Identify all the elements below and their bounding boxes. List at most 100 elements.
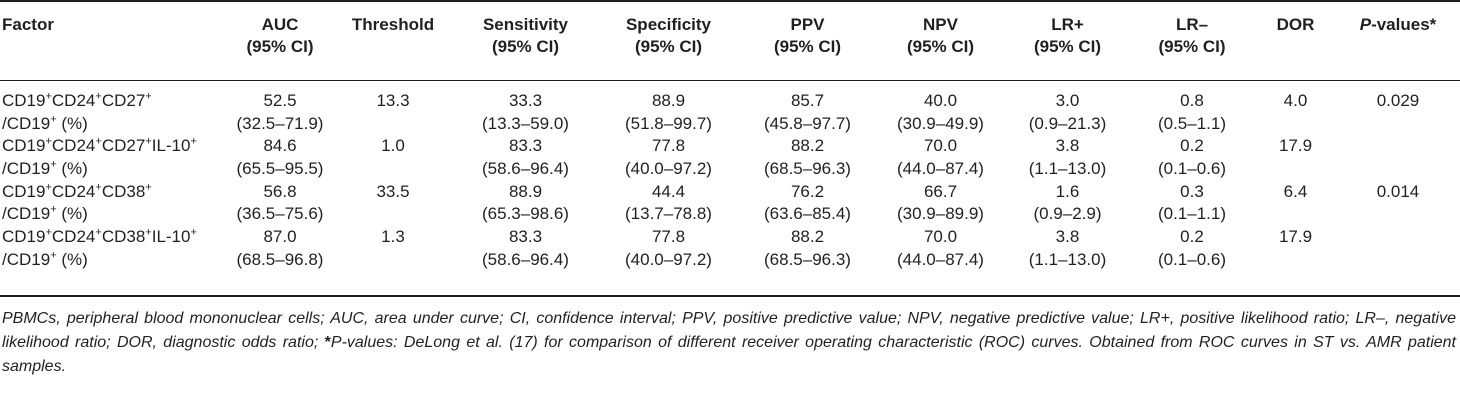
- cell-ppv_ci: (45.8–97.7): [764, 113, 851, 133]
- factor-text: IL-10: [151, 227, 191, 247]
- factor-superscript: +: [45, 135, 52, 148]
- factor-superscript: +: [45, 90, 52, 103]
- col-header-ppv: PPV (95% CI): [773, 15, 842, 56]
- bottom-rule: [0, 295, 1460, 297]
- cell-ppv: 76.2: [790, 181, 825, 201]
- factor-superscript: +: [95, 90, 102, 103]
- factor-text: (%): [56, 249, 88, 269]
- table-row-ci: /CD19+ (%) (36.5–75.6) (65.3–98.6) (13.7–78…: [0, 203, 1460, 226]
- cell-npv_ci: (44.0–87.4): [897, 159, 984, 179]
- cell-lrp: 3.8: [1055, 136, 1080, 156]
- cell-ppv_ci: (63.6–85.4): [764, 204, 851, 224]
- cell-empty: [1336, 249, 1460, 272]
- cell-npv_ci: (30.9–89.9): [897, 204, 984, 224]
- factor-text: CD38: [101, 227, 146, 247]
- cell-lrn: 0.2: [1180, 227, 1204, 247]
- factor-superscript: +: [190, 226, 197, 239]
- cell-lrp_ci: (1.1–13.0): [1028, 249, 1107, 269]
- cell-lrp: 3.0: [1055, 91, 1080, 110]
- cell-ppv: 85.7: [790, 91, 825, 110]
- table-row-ci: /CD19+ (%) (68.5–96.8) (58.6–96.4) (40.0–97…: [0, 249, 1460, 272]
- cell-spec: 77.8: [651, 227, 686, 247]
- cell-sens_ci: (58.6–96.4): [482, 249, 569, 269]
- cell-empty: [1336, 158, 1460, 181]
- factor-text: CD19: [2, 227, 46, 247]
- col-header-threshold: Threshold: [351, 15, 435, 34]
- cell-lrp_ci: (0.9–21.3): [1028, 113, 1107, 133]
- cell-empty: [1255, 203, 1336, 226]
- cell-empty: [1255, 158, 1336, 181]
- cell-auc: 52.5: [263, 91, 297, 110]
- cell-spec_ci: (51.8–99.7): [625, 113, 712, 133]
- cell-auc: 87.0: [263, 227, 297, 247]
- cell-auc: 56.8: [263, 181, 297, 201]
- cell-ppv: 88.2: [790, 227, 825, 247]
- cell-npv: 66.7: [923, 181, 958, 201]
- factor-superscript: +: [50, 158, 57, 171]
- cell-auc_ci: (68.5–96.8): [236, 249, 324, 269]
- factor-text: CD24: [51, 136, 96, 156]
- factor-cell-line2: /CD19+ (%): [0, 203, 228, 226]
- cell-dor: 17.9: [1278, 136, 1313, 156]
- cell-sens_ci: (65.3–98.6): [482, 204, 569, 224]
- cell-p: [1336, 226, 1460, 249]
- cell-npv_ci: (44.0–87.4): [897, 249, 984, 269]
- table-row-ci: /CD19+ (%) (32.5–71.9) (13.3–59.0) (51.8–99…: [0, 113, 1460, 136]
- cell-auc_ci: (32.5–71.9): [236, 113, 324, 133]
- factor-superscript: +: [145, 135, 152, 148]
- cell-dor: 6.4: [1283, 181, 1308, 201]
- factor-text: IL-10: [151, 136, 191, 156]
- cell-ppv_ci: (68.5–96.3): [764, 249, 851, 269]
- cell-npv: 70.0: [923, 227, 958, 247]
- cell-lrn_ci: (0.1–1.1): [1157, 204, 1227, 224]
- factor-superscript: +: [190, 135, 197, 148]
- factor-cell-line2: /CD19+ (%): [0, 113, 228, 136]
- cell-lrn_ci: (0.1–0.6): [1157, 249, 1227, 269]
- cell-sens_ci: (13.3–59.0): [482, 113, 569, 133]
- cell-npv: 40.0: [923, 91, 958, 110]
- factor-superscript: +: [145, 226, 152, 239]
- col-header-npv: NPV (95% CI): [906, 15, 975, 56]
- cell-lrp_ci: (0.9–2.9): [1033, 204, 1102, 224]
- cell-spec_ci: (40.0–97.2): [625, 249, 712, 269]
- factor-text: CD38: [101, 181, 146, 201]
- cell-npv_ci: (30.9–49.9): [897, 113, 984, 133]
- table-row: CD19+CD24+CD38+ 56.8 33.5 88.9 44.4 76.2 66.7 1…: [0, 181, 1460, 204]
- factor-superscript: +: [95, 181, 102, 194]
- col-header-sensitivity: Sensitivity (95% CI): [482, 15, 569, 56]
- factor-superscript: +: [45, 181, 52, 194]
- cell-sens: 83.3: [508, 136, 543, 156]
- cell-spec: 88.9: [651, 91, 686, 110]
- table-row: CD19+CD24+CD27+ 52.5 13.3 33.3 88.9 85.7 40.0 3…: [0, 78, 1460, 113]
- cell-spec_ci: (40.0–97.2): [625, 159, 712, 179]
- factor-cell: CD19+CD24+CD38+: [0, 181, 228, 204]
- cell-spec: 44.4: [651, 181, 686, 201]
- col-header-lr-plus: LR+ (95% CI): [1033, 15, 1102, 56]
- cell-npv: 70.0: [923, 136, 958, 156]
- cell-threshold: 1.0: [381, 136, 405, 156]
- cell-lrn: 0.3: [1180, 181, 1204, 201]
- factor-superscript: +: [50, 203, 57, 216]
- cell-lrn: 0.2: [1180, 136, 1204, 156]
- factor-text: /CD19: [2, 204, 51, 224]
- table-footnote: PBMCs, peripheral blood mononuclear cell…: [2, 310, 1457, 375]
- cell-empty: [1255, 249, 1336, 272]
- cell-lrp_ci: (1.1–13.0): [1028, 159, 1107, 179]
- col-header-specificity: Specificity (95% CI): [625, 15, 712, 56]
- cell-lrn_ci: (0.5–1.1): [1157, 113, 1227, 133]
- factor-text: CD27: [101, 136, 146, 156]
- factor-cell: CD19+CD24+CD27+IL-10+: [0, 135, 228, 158]
- factor-text: CD24: [51, 227, 96, 247]
- cell-threshold: 13.3: [376, 91, 410, 110]
- table-row: CD19+CD24+CD27+IL-10+ 84.6 1.0 83.3 77.8 88.2…: [0, 135, 1460, 158]
- col-header-auc: AUC (95% CI): [246, 15, 314, 56]
- factor-text: /CD19: [2, 159, 51, 179]
- factor-superscript: +: [50, 249, 57, 262]
- table-row: CD19+CD24+CD38+IL-10+ 87.0 1.3 83.3 77.8 88.2…: [0, 226, 1460, 249]
- factor-superscript: +: [145, 90, 152, 103]
- cell-lrp: 3.8: [1055, 227, 1080, 247]
- cell-empty: [1336, 203, 1460, 226]
- cell-lrp: 1.6: [1055, 181, 1080, 201]
- factor-text: /CD19: [2, 249, 51, 269]
- factor-cell-line2: /CD19+ (%): [0, 158, 228, 181]
